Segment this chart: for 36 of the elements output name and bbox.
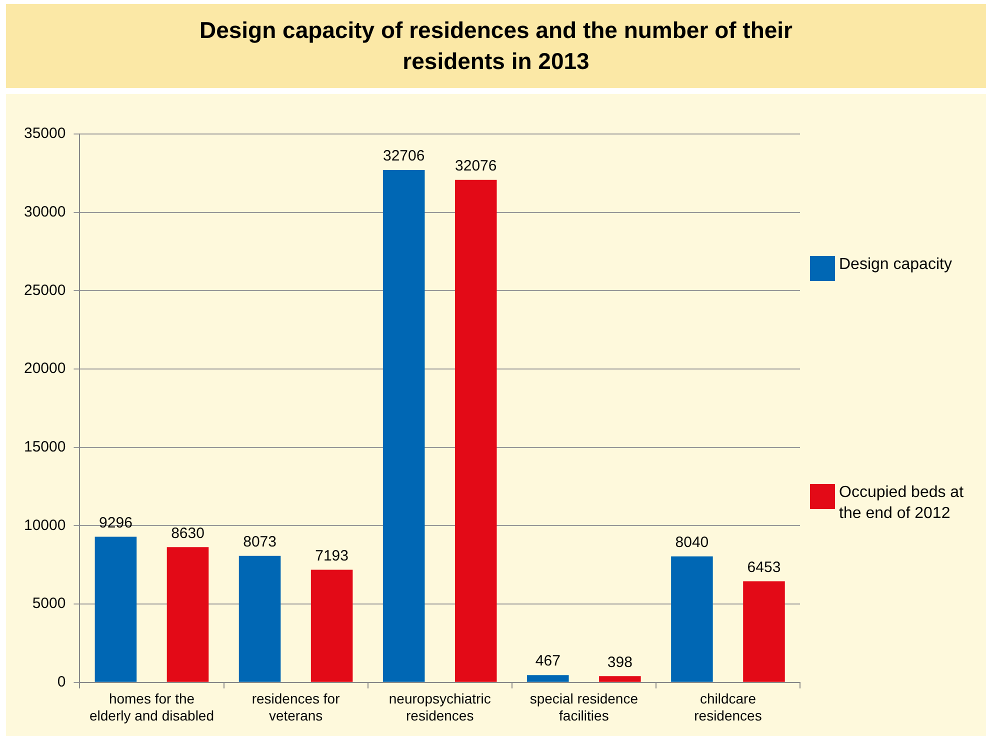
- data-label: 8073: [243, 534, 276, 551]
- bar: [527, 675, 569, 682]
- bar: [238, 556, 281, 682]
- y-tick-label: 0: [57, 674, 66, 691]
- bar: [454, 180, 497, 682]
- bar: [671, 556, 713, 682]
- legend-label: Design capacity: [839, 255, 953, 275]
- bar: [166, 547, 209, 682]
- data-label: 9296: [99, 514, 132, 532]
- y-tick-label: 30000: [24, 203, 66, 220]
- y-tick-label: 15000: [24, 438, 66, 456]
- data-label: 8040: [675, 534, 709, 552]
- bar: [310, 570, 353, 682]
- data-label: 6453: [747, 558, 781, 576]
- bar: [382, 170, 425, 682]
- data-label: 8630: [171, 524, 204, 542]
- x-tick-label: neuropsychiatric residences: [388, 690, 491, 724]
- y-tick-label: 10000: [24, 516, 66, 534]
- x-tick-label: homes for the elderly and disabled: [89, 690, 214, 724]
- data-label: 467: [535, 652, 560, 670]
- y-tick-label: 5000: [32, 595, 66, 612]
- data-label: 7193: [315, 547, 348, 564]
- bar: [743, 581, 785, 682]
- x-tick-label: residences for veterans: [252, 690, 340, 724]
- x-tick-label: special residence facilities: [530, 690, 638, 724]
- y-tick-label: 35000: [24, 125, 66, 142]
- chart-title: Design capacity of residences and the number of their residents in 2013: [198, 16, 794, 76]
- bar: [94, 536, 137, 682]
- x-tick-label: childcare residences: [694, 690, 762, 724]
- data-label: 32076: [455, 157, 497, 174]
- bar: [599, 676, 641, 682]
- legend-label: Occupied beds at the end of 2012: [839, 483, 965, 524]
- y-tick-label: 20000: [24, 360, 66, 378]
- data-label: 398: [607, 654, 632, 671]
- data-label: 32706: [382, 148, 425, 165]
- y-tick-label: 25000: [24, 282, 66, 299]
